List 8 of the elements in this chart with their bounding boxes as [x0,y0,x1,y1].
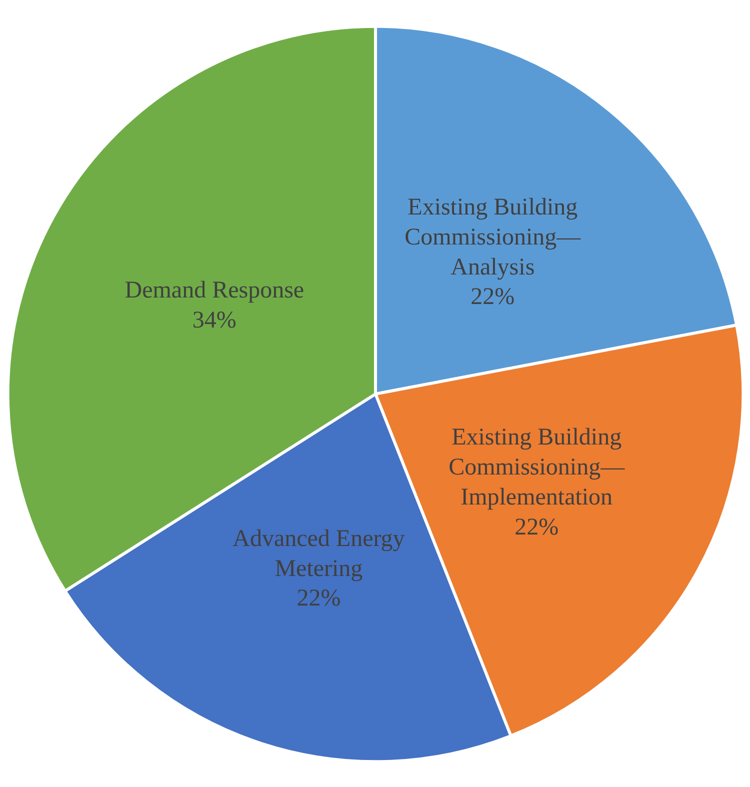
slice-label: Demand Response [124,277,304,304]
data-label: 22% [514,514,559,540]
data-label: 22% [296,586,341,612]
slice-label: Advanced Energy Metering [232,526,405,582]
data-label: 22% [470,284,515,310]
slice-label: Existing Building Commissioning— Analysis [404,194,582,280]
data-label: 34% [192,307,236,334]
slice-label: Existing Building Commissioning— Implementation [448,424,626,511]
